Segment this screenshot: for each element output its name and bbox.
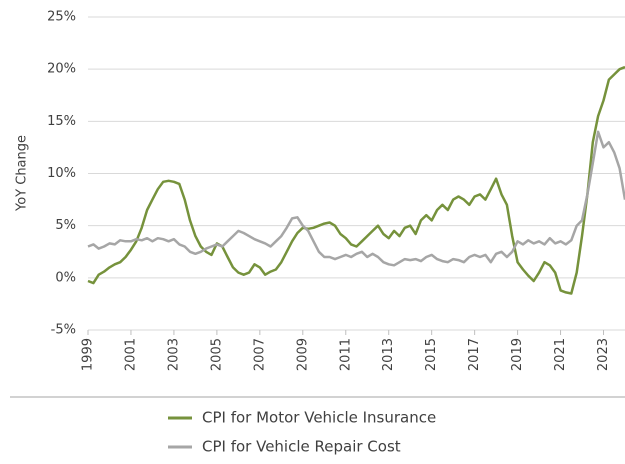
y-tick-label: -5% (51, 323, 76, 338)
y-axis-label: YoY Change (15, 135, 30, 212)
legend-label: CPI for Motor Vehicle Insurance (202, 409, 436, 427)
x-tick-label: 2001 (123, 338, 138, 371)
y-tick-label: 0% (55, 270, 76, 285)
x-tick-label: 2017 (467, 338, 482, 371)
x-tick-label: 2013 (381, 338, 396, 371)
series-line (87, 130, 625, 267)
x-tick-label: 2005 (209, 338, 224, 371)
x-tick-label: 1999 (81, 338, 96, 371)
y-tick-label: 20% (47, 62, 76, 77)
y-tick-label: 5% (55, 218, 76, 233)
x-tick-label: 2011 (338, 338, 353, 371)
series-line (87, 65, 625, 295)
y-tick-label: 15% (47, 114, 76, 129)
x-tick-label: 2021 (553, 338, 568, 371)
x-tick-label: 2009 (295, 338, 310, 371)
x-tick-label: 2007 (252, 338, 267, 371)
x-tick-label: 2019 (510, 338, 525, 371)
y-tick-label: 25% (47, 10, 76, 25)
legend-label: CPI for Vehicle Repair Cost (202, 438, 401, 456)
x-tick-label: 2023 (596, 338, 611, 371)
x-tick-label: 2015 (424, 338, 439, 371)
x-tick-label: 2003 (166, 338, 181, 371)
y-tick-label: 10% (47, 166, 76, 181)
